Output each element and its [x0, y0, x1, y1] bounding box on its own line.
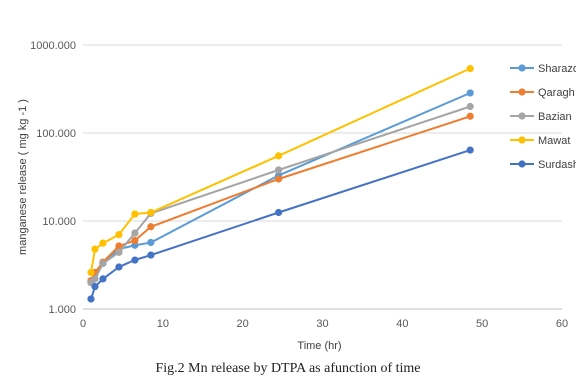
data-point-mawat-5 [147, 208, 155, 217]
legend-swatch-marker [518, 160, 526, 168]
chart-svg: Time (hr) manganese release ( mg kg -1 )… [17, 40, 576, 352]
legend-item-mawat: Mawat [510, 135, 570, 147]
data-point-surdash-2 [99, 275, 107, 283]
data-point-mawat-4 [131, 210, 139, 218]
x-tick-label-2: 20 [237, 318, 249, 330]
x-tick-label-3: 30 [316, 318, 328, 330]
data-point-bazian-6 [274, 166, 283, 174]
series [87, 64, 474, 303]
data-point-bazian-7 [466, 102, 474, 111]
data-point-qaragh-6 [274, 175, 283, 183]
legend-label: Bazian [538, 111, 572, 123]
data-point-bazian-3 [115, 248, 123, 256]
data-point-surdash-7 [466, 146, 474, 154]
x-tick-label-6: 60 [556, 318, 568, 330]
data-point-bazian-4 [131, 229, 139, 237]
data-point-surdash-0 [87, 295, 95, 303]
legend-item-surdash: Surdash [510, 159, 576, 171]
figure-caption: Fig.2 Mn release by DTPA as afunction of… [155, 361, 421, 376]
chart: Time (hr) manganese release ( mg kg -1 )… [17, 40, 576, 352]
x-tick-label-0: 0 [80, 318, 86, 330]
data-point-qaragh-7 [466, 112, 474, 120]
data-point-mawat-0 [87, 268, 95, 277]
series-surdash [87, 146, 474, 303]
data-point-qaragh-3 [115, 242, 123, 250]
data-point-mawat-2 [99, 239, 107, 247]
series-qaragh [87, 112, 474, 285]
data-point-qaragh-4 [131, 236, 139, 245]
data-point-mawat-6 [274, 152, 283, 160]
y-axis-title: manganese release ( mg kg -1 ) [17, 99, 29, 255]
series-bazian [87, 102, 474, 287]
data-point-surdash-6 [274, 208, 283, 217]
legend-item-qaragh: Qaragh [510, 87, 575, 99]
data-point-mawat-1 [91, 245, 99, 253]
data-point-surdash-4 [131, 256, 139, 264]
series-mawat [87, 64, 474, 277]
data-point-qaragh-5 [147, 223, 155, 231]
tick-labels: 1.000 10.000 100.000 1000.000 0 10 20 30 40 50 60 [30, 40, 568, 330]
legend: Sharazor Qaragh Bazian Mawat Surdash [510, 63, 576, 171]
data-point-sharazor-5 [147, 238, 155, 247]
legend-item-bazian: Bazian [510, 111, 572, 123]
y-tick-label-3: 1000.000 [30, 40, 76, 52]
data-point-mawat-3 [115, 231, 123, 239]
x-tick-label-4: 40 [396, 318, 408, 330]
legend-swatch-marker [518, 112, 526, 120]
x-tick-label-1: 10 [157, 318, 169, 330]
data-point-sharazor-7 [466, 89, 474, 97]
data-point-bazian-2 [99, 259, 107, 267]
axes: Time (hr) manganese release ( mg kg -1 ) [17, 99, 562, 352]
data-point-mawat-7 [466, 64, 474, 73]
x-axis-title: Time (hr) [297, 340, 341, 352]
legend-item-sharazor: Sharazor [510, 63, 576, 75]
y-tick-label-2: 100.000 [36, 128, 76, 140]
grid [83, 44, 562, 222]
y-tick-label-1: 10.000 [42, 216, 76, 228]
legend-label: Qaragh [538, 87, 575, 99]
data-point-surdash-3 [115, 263, 123, 271]
legend-label: Surdash [538, 159, 576, 171]
legend-swatch-marker [518, 64, 526, 72]
legend-swatch-marker [518, 136, 526, 144]
legend-label: Mawat [538, 135, 570, 147]
legend-label: Sharazor [538, 63, 576, 75]
legend-swatch-marker [518, 88, 526, 96]
data-point-surdash-1 [91, 282, 99, 291]
data-point-bazian-1 [91, 275, 99, 283]
data-point-surdash-5 [147, 251, 155, 259]
x-tick-label-5: 50 [476, 318, 488, 330]
y-tick-label-0: 1.000 [48, 304, 76, 316]
